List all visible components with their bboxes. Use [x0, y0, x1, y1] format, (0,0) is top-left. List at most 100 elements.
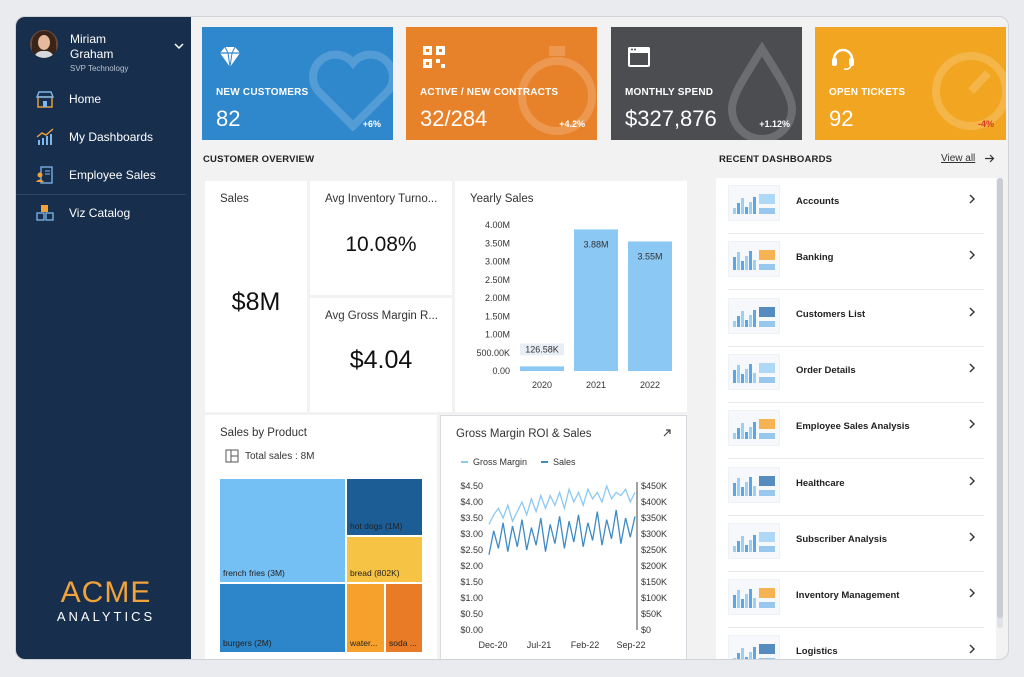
y-right-tick-label: $300K	[641, 529, 667, 539]
dashboard-name: Customers List	[796, 308, 866, 320]
kpi-value: 32/284	[420, 106, 488, 131]
dashboard-list-item[interactable]: Subscriber Analysis	[716, 516, 996, 572]
kpi-card-open-tickets[interactable]: OPEN TICKETS 92 -4%	[815, 27, 1006, 140]
dashboard-list-item[interactable]: Customers List	[716, 291, 996, 347]
bar	[574, 229, 618, 371]
gross-margin-chart: Gross Margin Sales $0.00 $0.50 $1.00 $1.50 $2.…	[460, 457, 667, 650]
y-tick-label: 500.00K	[476, 348, 510, 358]
view-all-link[interactable]: View all	[941, 153, 976, 164]
store-icon	[35, 91, 55, 108]
kpi-card-new-customers[interactable]: NEW CUSTOMERS 82 +6%	[202, 27, 393, 140]
gross-margin-roi-card[interactable]: Gross Margin ROI & Sales Gross Margin Sal…	[440, 415, 687, 659]
dashboard-list-item[interactable]: Logistics	[716, 628, 996, 659]
app-window: Miriam Graham SVP Technology Home My Das…	[15, 16, 1009, 660]
y-tick-label: 0.00	[492, 366, 510, 376]
chevron-right-icon	[968, 418, 976, 432]
dashboard-list-item[interactable]: Inventory Management	[716, 572, 996, 629]
card-title: Sales	[220, 193, 249, 205]
user-name: Miriam Graham	[70, 32, 114, 61]
y-left-tick-label: $3.50	[460, 513, 483, 523]
card-title: Avg Gross Margin R...	[325, 310, 438, 322]
sidebar-item-label: Viz Catalog	[69, 206, 131, 220]
gross-margin-card[interactable]: Avg Gross Margin R... $4.04	[310, 298, 452, 412]
kpi-delta: +1.12%	[759, 119, 790, 129]
kpi-delta: +6%	[362, 119, 381, 129]
chevron-right-icon	[968, 587, 976, 601]
sidebar-item-home[interactable]: Home	[16, 82, 191, 116]
kpi-card-monthly-spend[interactable]: MONTHLY SPEND $327,876 +1.12%	[611, 27, 802, 140]
bar	[520, 366, 564, 371]
dashboard-list-item[interactable]: Order Details	[716, 347, 996, 403]
kpi-title: MONTHLY SPEND	[625, 87, 714, 98]
dashboard-thumbnail	[728, 466, 780, 503]
y-left-tick-label: $1.00	[460, 593, 483, 603]
y-tick-label: 3.00M	[485, 257, 510, 267]
treemap-icon	[225, 449, 239, 463]
sidebar-item-employee-sales[interactable]: Employee Sales	[16, 158, 191, 192]
y-left-tick-label: $2.50	[460, 545, 483, 555]
dashboard-thumbnail	[728, 353, 780, 390]
treemap-label: bread (802K)	[350, 568, 400, 578]
scrollbar[interactable]	[997, 178, 1003, 628]
heart-icon	[309, 50, 393, 132]
sales-by-product-card[interactable]: Sales by Product Total sales : 8M french…	[205, 415, 437, 659]
y-tick-label: 1.00M	[485, 330, 510, 340]
dashboard-name: Subscriber Analysis	[796, 533, 887, 545]
dashboard-list-item[interactable]: Employee Sales Analysis	[716, 403, 996, 460]
sidebar-item-viz-catalog[interactable]: Viz Catalog	[16, 196, 191, 230]
kpi-title: NEW CUSTOMERS	[216, 87, 309, 98]
legend-label: Gross Margin	[473, 457, 527, 467]
expand-icon[interactable]	[662, 428, 672, 438]
qr-code-icon	[423, 46, 445, 68]
sidebar-item-my-dashboards[interactable]: My Dashboards	[16, 120, 191, 154]
dashboard-thumbnail	[728, 185, 780, 221]
treemap-cell[interactable]: burgers (2M)	[220, 584, 345, 652]
dashboard-list-item[interactable]: Accounts	[716, 178, 996, 234]
y-right-tick-label: $200K	[641, 561, 667, 571]
y-left-tick-label: $0.50	[460, 609, 483, 619]
treemap-cell[interactable]: soda ...	[386, 584, 422, 652]
series-line	[488, 509, 636, 555]
list-divider	[728, 627, 984, 629]
employee-list-icon	[36, 166, 53, 184]
dashboard-name: Logistics	[796, 646, 838, 658]
dashboard-thumbnail	[728, 522, 780, 559]
chevron-right-icon	[968, 193, 976, 207]
x-tick-label: Jul-21	[527, 640, 552, 650]
chevron-down-icon[interactable]	[174, 41, 184, 54]
sales-value: $8M	[231, 288, 281, 316]
y-left-tick-label: $0.00	[460, 625, 483, 635]
y-tick-label: 1.50M	[485, 311, 510, 321]
y-right-tick-label: $150K	[641, 577, 667, 587]
kpi-card-contracts[interactable]: ACTIVE / NEW CONTRACTS 32/284 +4.2%	[406, 27, 597, 140]
y-right-tick-label: $400K	[641, 497, 667, 507]
treemap-cell[interactable]: water...	[347, 584, 384, 652]
y-left-tick-label: $4.00	[460, 497, 483, 507]
y-left-tick-label: $1.50	[460, 577, 483, 587]
arrow-right-icon[interactable]	[984, 153, 995, 164]
x-tick-label: Sep-22	[616, 640, 645, 650]
yearly-sales-card[interactable]: Yearly Sales 0.00 500.00K 1.00M 1.50M 2.00M 2…	[455, 181, 687, 412]
treemap-cell[interactable]: hot dogs (1M)	[347, 479, 422, 535]
y-tick-label: 4.00M	[485, 220, 510, 230]
treemap-cell[interactable]: bread (802K)	[347, 537, 422, 582]
dashboard-list-item[interactable]: Healthcare	[716, 460, 996, 516]
stopwatch-icon	[518, 46, 596, 135]
user-profile[interactable]: Miriam Graham SVP Technology	[30, 29, 184, 79]
headset-icon	[832, 48, 854, 70]
kpi-value: $327,876	[625, 106, 717, 131]
boxes-icon	[36, 205, 54, 221]
x-tick-label: Feb-22	[571, 640, 600, 650]
kpi-value: 92	[829, 106, 854, 131]
dashboard-list-item[interactable]: Banking	[716, 234, 996, 291]
y-right-tick-label: $0	[641, 625, 651, 635]
inventory-turnover-card[interactable]: Avg Inventory Turno... 10.08%	[310, 181, 452, 295]
treemap-cell[interactable]: french fries (3M)	[220, 479, 345, 582]
yearly-sales-chart: 0.00 500.00K 1.00M 1.50M 2.00M 2.50M 3.00M 3.50…	[476, 220, 672, 390]
y-right-tick-label: $450K	[641, 481, 667, 491]
dashboard-name: Employee Sales Analysis	[796, 421, 910, 433]
kpi-delta: +4.2%	[559, 119, 585, 129]
inventory-turnover-value: 10.08%	[345, 233, 417, 256]
dashboard-thumbnail	[728, 297, 780, 334]
sales-card[interactable]: Sales $8M	[205, 181, 307, 412]
